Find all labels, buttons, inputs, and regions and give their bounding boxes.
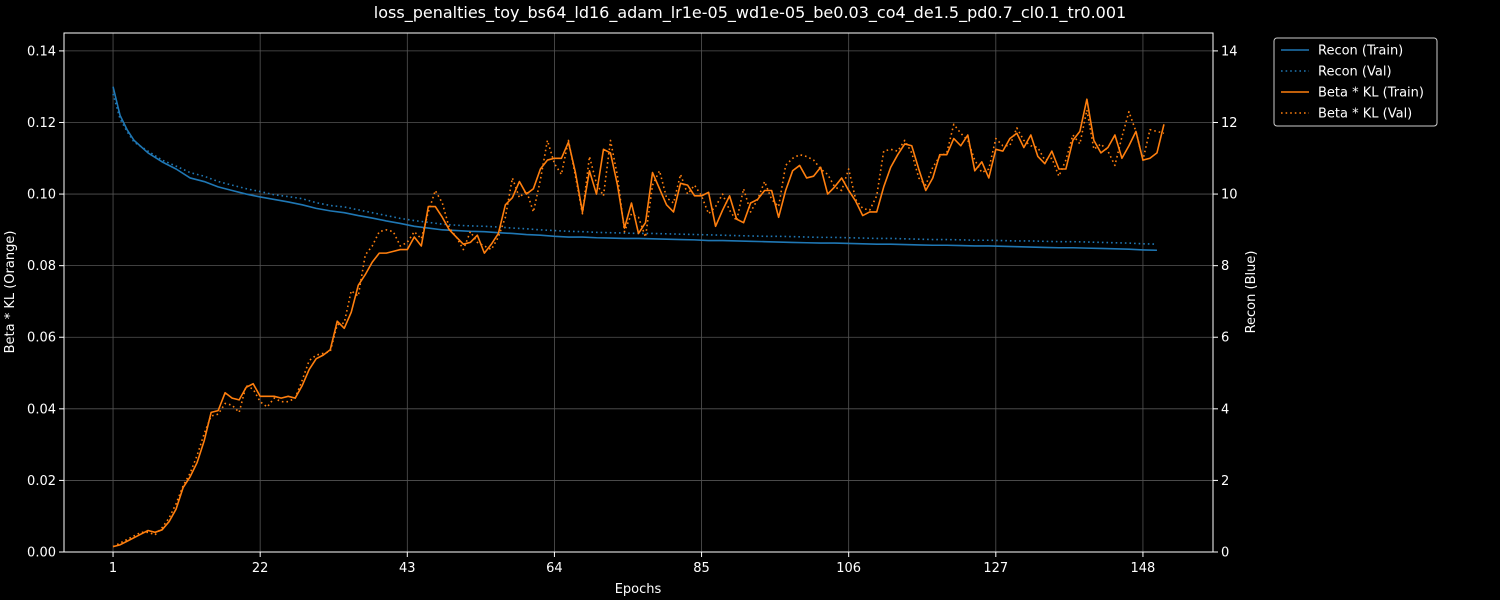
legend: Recon (Train) Recon (Val) Beta * KL (Train… bbox=[1273, 37, 1438, 127]
y-right-tick-label: 0 bbox=[1221, 546, 1229, 561]
legend-entry-label: Recon (Train) bbox=[1318, 44, 1403, 59]
x-tick-label: 43 bbox=[399, 561, 416, 576]
y-left-tick-label: 0.14 bbox=[27, 44, 56, 59]
y-right-tick-label: 6 bbox=[1221, 331, 1229, 346]
series-line-2 bbox=[112, 98, 1165, 548]
legend-box bbox=[1273, 37, 1438, 127]
x-tick-label: 22 bbox=[252, 561, 269, 576]
plot-frame bbox=[63, 32, 1214, 553]
x-tick-label: 1 bbox=[109, 561, 117, 576]
x-tick-label: 106 bbox=[836, 561, 861, 576]
y-right-tick-label: 12 bbox=[1221, 116, 1238, 131]
x-tick-label: 127 bbox=[983, 561, 1008, 576]
y-left-tick-label: 0.10 bbox=[27, 188, 56, 203]
chart-title: loss_penalties_toy_bs64_ld16_adam_lr1e-0… bbox=[374, 3, 1126, 23]
x-axis-label: Epochs bbox=[615, 582, 662, 597]
series-line-0 bbox=[112, 86, 1157, 252]
legend-entry-label: Recon (Val) bbox=[1318, 65, 1392, 80]
legend-entry-label: Beta * KL (Val) bbox=[1318, 107, 1412, 122]
y-right-axis-label: Recon (Blue) bbox=[1244, 251, 1259, 334]
y-left-axis-ticks: 0.00 0.02 0.04 0.06 0.08 0.10 0.12 0.14 bbox=[27, 44, 64, 561]
y-left-tick-label: 0.08 bbox=[27, 259, 56, 274]
legend-entry-label: Beta * KL (Train) bbox=[1318, 86, 1424, 101]
y-right-tick-label: 14 bbox=[1221, 44, 1238, 59]
y-right-tick-label: 4 bbox=[1221, 402, 1229, 417]
y-left-tick-label: 0.04 bbox=[27, 402, 56, 417]
x-axis-ticks: 1 22 43 64 85 106 127 148 bbox=[109, 552, 1155, 576]
y-right-tick-label: 2 bbox=[1221, 474, 1229, 489]
series-line-1 bbox=[112, 93, 1157, 245]
x-tick-label: 148 bbox=[1131, 561, 1156, 576]
y-left-tick-label: 0.02 bbox=[27, 474, 56, 489]
series-line-3 bbox=[112, 109, 1165, 548]
y-left-axis-label: Beta * KL (Orange) bbox=[3, 231, 18, 354]
y-right-tick-label: 8 bbox=[1221, 259, 1229, 274]
y-right-tick-label: 10 bbox=[1221, 188, 1238, 203]
x-tick-label: 64 bbox=[546, 561, 563, 576]
plot-series bbox=[112, 86, 1165, 548]
y-left-tick-label: 0.06 bbox=[27, 331, 56, 346]
y-left-tick-label: 0.12 bbox=[27, 116, 56, 131]
y-left-tick-label: 0.00 bbox=[27, 546, 56, 561]
x-tick-label: 85 bbox=[693, 561, 710, 576]
y-right-axis-ticks: 0 2 4 6 8 10 12 14 bbox=[1213, 44, 1238, 561]
